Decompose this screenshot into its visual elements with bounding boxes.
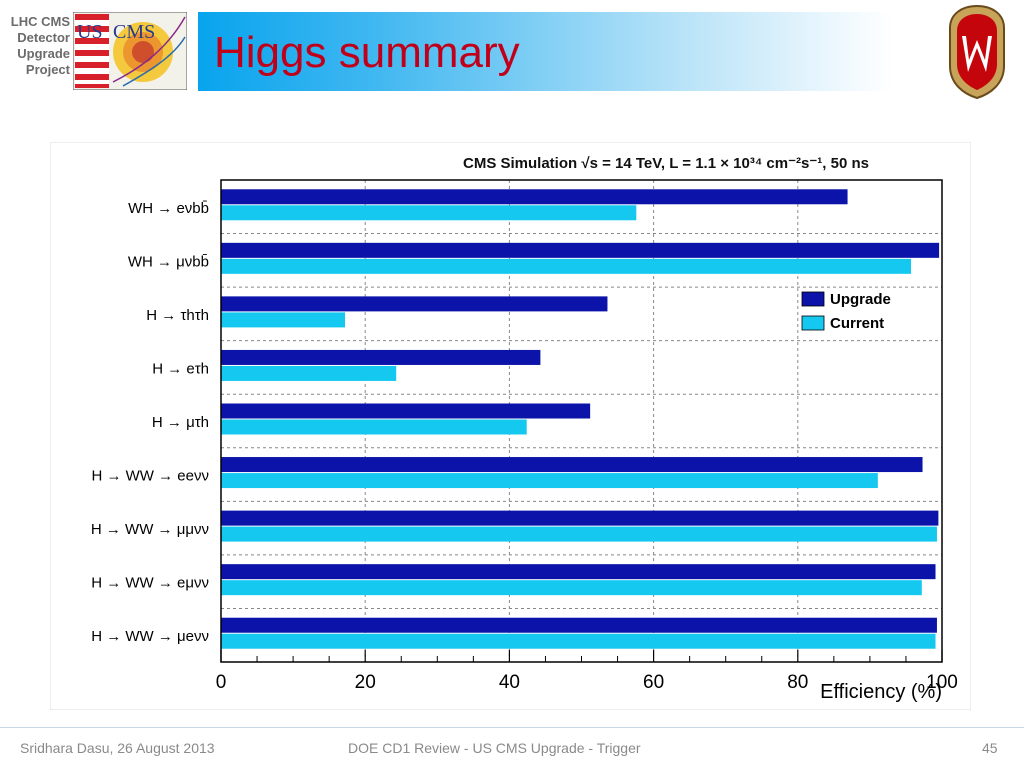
bar-upgrade xyxy=(221,242,940,258)
x-tick-label: 40 xyxy=(499,672,520,693)
category-label: H → WW → μμνν xyxy=(91,521,209,538)
chart-legend: Upgrade Current xyxy=(801,291,891,332)
category-label: H → WW → eμνν xyxy=(91,575,209,592)
x-tick-label: 60 xyxy=(643,672,664,693)
bar-current xyxy=(221,473,878,489)
x-axis: 0 20 40 60 80 100 xyxy=(216,650,958,693)
category-label: WH → eνbb̄ xyxy=(128,200,209,217)
category-label: H → μτh xyxy=(152,414,209,431)
x-tick-label: 20 xyxy=(355,672,376,693)
efficiency-chart: CMS Simulation √s = 14 TeV, L = 1.1 × 10… xyxy=(50,142,971,710)
uw-crest-logo xyxy=(949,4,1005,100)
x-tick-label: 80 xyxy=(787,672,808,693)
bar-upgrade xyxy=(221,349,541,365)
x-tick-label: 0 xyxy=(216,672,227,693)
project-line: LHC CMS xyxy=(10,14,70,29)
category-label: H → τhτh xyxy=(146,307,209,324)
project-label: LHC CMS Detector Upgrade Project xyxy=(2,14,70,78)
bar-current xyxy=(221,526,937,542)
legend-label: Current xyxy=(830,315,884,332)
footer-divider xyxy=(0,727,1024,728)
project-line: Detector xyxy=(17,30,70,45)
legend-swatch-current xyxy=(801,315,825,331)
project-line: Upgrade xyxy=(17,46,70,61)
category-label: H → eτh xyxy=(152,360,209,377)
bar-current xyxy=(221,258,911,274)
legend-label: Upgrade xyxy=(830,291,891,308)
bar-current xyxy=(221,580,922,596)
footer-author-date: Sridhara Dasu, 26 August 2013 xyxy=(20,740,215,756)
page-title: Higgs summary xyxy=(214,28,520,77)
bar-upgrade xyxy=(221,457,923,473)
bar-upgrade xyxy=(221,510,939,526)
bar-current xyxy=(221,205,637,221)
x-tick-label: 100 xyxy=(926,672,958,693)
legend-swatch-upgrade xyxy=(801,291,825,307)
chart-title: CMS Simulation √s = 14 TeV, L = 1.1 × 10… xyxy=(463,155,869,172)
project-line: Project xyxy=(25,62,70,77)
svg-text:CMS: CMS xyxy=(113,21,155,43)
y-axis-categories: WH → eνbb̄ WH → μνbb̄ H → τhτh H → eτh H → μ… xyxy=(91,200,209,645)
footer-talk-title: DOE CD1 Review - US CMS Upgrade - Trigge… xyxy=(348,740,641,756)
uscms-logo: US CMS xyxy=(73,12,187,90)
category-label: H → WW → μeνν xyxy=(91,628,209,645)
bar-current xyxy=(221,365,397,381)
category-label: WH → μνbb̄ xyxy=(128,253,209,270)
title-bar: Higgs summary xyxy=(198,12,892,91)
bar-upgrade xyxy=(221,564,936,580)
footer-page-number: 45 xyxy=(982,740,998,756)
x-axis-label: Efficiency (%) xyxy=(820,681,942,703)
bar-upgrade xyxy=(221,617,937,633)
bar-upgrade xyxy=(221,296,608,312)
bar-upgrade xyxy=(221,189,848,205)
bar-current xyxy=(221,312,346,328)
bar-current xyxy=(221,419,527,435)
bar-upgrade xyxy=(221,403,591,419)
category-label: H → WW → eeνν xyxy=(91,468,209,485)
logo-text: US xyxy=(77,21,103,43)
chart-bars xyxy=(221,189,940,649)
bar-current xyxy=(221,633,936,649)
